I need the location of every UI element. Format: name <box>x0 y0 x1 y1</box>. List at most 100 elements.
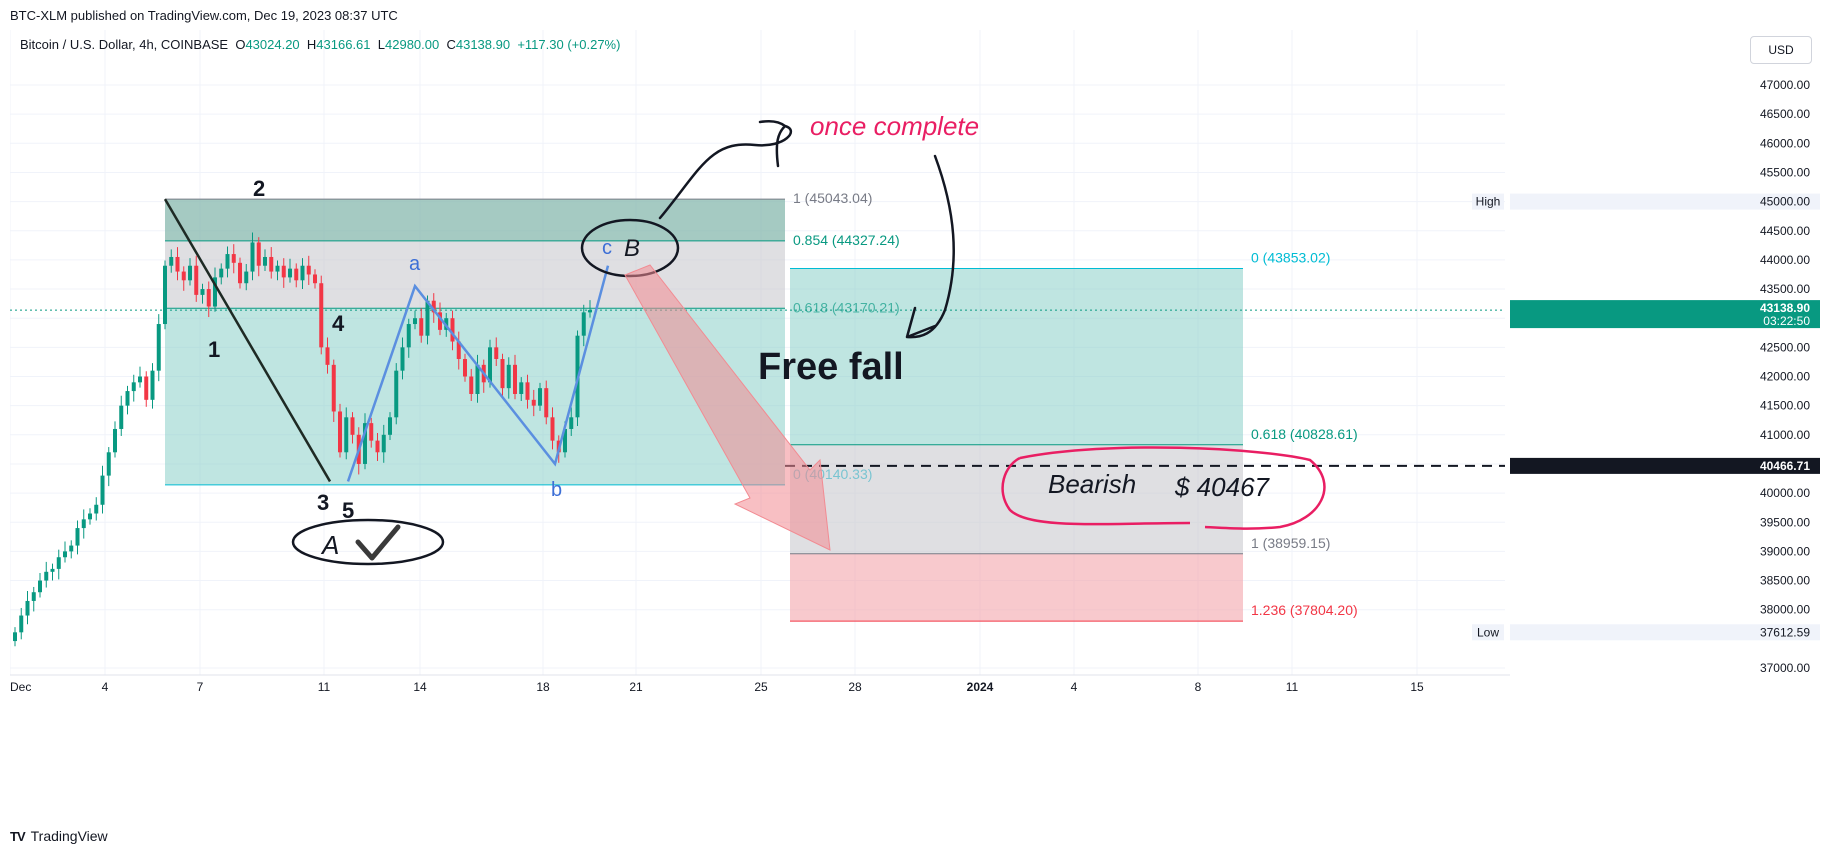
candle-body <box>344 417 349 453</box>
bearish-price-text: $ 40467 <box>1174 472 1271 502</box>
candle-body <box>188 265 192 281</box>
wave-label-c: c <box>602 237 612 259</box>
candle-body <box>519 382 524 394</box>
candle-body <box>419 318 424 336</box>
open-value: 43024.20 <box>245 37 300 52</box>
candle-body <box>225 254 230 269</box>
price-tick-label: 38500.00 <box>1760 574 1810 588</box>
low-tag-bg <box>1472 624 1504 641</box>
time-tick-label: 11 <box>318 680 331 694</box>
time-tick-label: 14 <box>413 680 427 694</box>
candle-body <box>50 568 55 572</box>
time-tick-label: 15 <box>1410 680 1424 694</box>
candle-body <box>150 370 155 400</box>
footer-brand-name: TradingView <box>30 828 108 844</box>
footer-brand[interactable]: TV TradingView <box>10 828 108 844</box>
candle-body <box>513 364 517 394</box>
candle-body <box>313 274 317 284</box>
time-tick-label: 4 <box>1071 680 1078 694</box>
candle-body <box>100 475 105 505</box>
price-tick-label: 38000.00 <box>1760 603 1810 617</box>
countdown-text: 03:22:50 <box>1763 314 1810 328</box>
fib-right-label-0618: 0.618 (40828.61) <box>1251 426 1358 442</box>
candle-body <box>538 388 542 406</box>
price-tick-label: 41500.00 <box>1760 399 1810 413</box>
candle-body <box>531 399 536 406</box>
price-tick-label: 42500.00 <box>1760 340 1810 354</box>
candle-body <box>269 256 274 272</box>
candle-body <box>169 256 174 266</box>
candle-body <box>31 592 36 601</box>
candle-body <box>163 265 167 325</box>
time-tick-label: 7 <box>197 680 204 694</box>
high-label: H <box>306 37 317 52</box>
candle-body <box>325 347 330 365</box>
candle-body <box>506 364 511 389</box>
candle-body <box>63 551 67 558</box>
high-tag-text: High <box>1476 195 1501 209</box>
candle-body <box>300 265 305 281</box>
candle-body <box>500 359 505 389</box>
fib-zone-1-1236 <box>790 553 1243 622</box>
low-tag-text: Low <box>1477 625 1499 639</box>
candle-body <box>406 324 411 348</box>
candle-body <box>125 391 130 406</box>
close-value: 43138.90 <box>455 37 511 52</box>
price-tick-label: 39500.00 <box>1760 515 1810 529</box>
candle-body <box>525 382 530 400</box>
price-axis[interactable] <box>1505 30 1824 822</box>
price-tick-label: 40000.00 <box>1760 486 1810 500</box>
price-tick-label: 39000.00 <box>1760 544 1810 558</box>
candle-body <box>69 545 74 552</box>
down-arrow-to-freefall <box>905 154 955 339</box>
chart-area[interactable]: 1 (45043.04)0.854 (44327.24)0.618 (43170… <box>10 30 1824 822</box>
candle-body <box>381 434 386 453</box>
candle-body <box>138 376 142 383</box>
candle-body <box>263 256 267 266</box>
candle-body <box>294 268 299 281</box>
checkmark-icon <box>355 524 401 561</box>
candle-body <box>463 359 467 377</box>
wave-label-2: 2 <box>253 176 265 201</box>
high-value: 43166.61 <box>316 37 371 52</box>
symbol-legend: Bitcoin / U.S. Dollar, 4h, COINBASE O430… <box>20 37 620 52</box>
candle-body <box>256 242 261 266</box>
time-tick-label: 21 <box>629 680 643 694</box>
fib-zone-1-0854 <box>165 199 785 241</box>
candle-body <box>250 242 255 272</box>
candle-body <box>244 271 249 284</box>
candle-body <box>19 615 24 633</box>
price-tick-label: 45500.00 <box>1760 165 1810 179</box>
candle-body <box>213 277 217 307</box>
currency-button[interactable]: USD <box>1750 36 1812 64</box>
impulse-diagonal-line <box>163 198 332 483</box>
candle-body <box>131 382 136 392</box>
time-tick-label: 28 <box>848 680 862 694</box>
time-tick-label: 25 <box>754 680 768 694</box>
time-tick-label: Dec <box>10 680 31 694</box>
candle-body <box>494 347 499 360</box>
candle-body <box>206 289 211 307</box>
annotation-a-text: A <box>320 530 339 560</box>
wave-label-5: 5 <box>342 498 354 523</box>
price-tick-label: 37000.00 <box>1760 661 1810 675</box>
high-value-text: 45000.00 <box>1760 195 1810 209</box>
price-chart[interactable]: 1 (45043.04)0.854 (44327.24)0.618 (43170… <box>10 30 1824 822</box>
price-tick-label: 43500.00 <box>1760 282 1810 296</box>
candle-body <box>413 318 417 325</box>
open-label: O <box>235 37 246 52</box>
fib-left-label-1: 1 (45043.04) <box>793 190 872 206</box>
candle-body <box>119 405 124 429</box>
candle-body <box>175 256 180 272</box>
time-tick-label: 2024 <box>967 680 994 694</box>
bearish-oval-annotation <box>1001 446 1326 530</box>
candle-body <box>550 417 555 441</box>
candle-body <box>450 318 455 342</box>
candle-body <box>56 557 61 569</box>
price-tick-label: 46000.00 <box>1760 136 1810 150</box>
fib-right-label-1236: 1.236 (37804.20) <box>1251 602 1358 618</box>
candle-body <box>44 571 49 581</box>
current-price-tag <box>1510 300 1820 329</box>
fib-zone-0618-1 <box>790 444 1243 554</box>
price-tick-label: 42000.00 <box>1760 370 1810 384</box>
